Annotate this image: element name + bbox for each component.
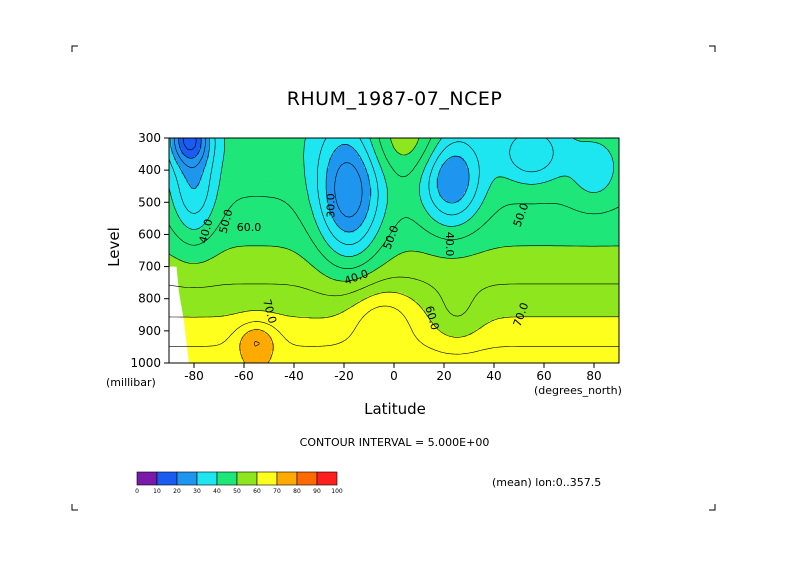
chart-stage: 40.0 50.0 60.0 70.0 30.0 40.0 50.0 60.0 40.0 50.0… bbox=[0, 0, 789, 558]
chart-svg: 40.0 50.0 60.070.030.040.050.060.040.050.0… bbox=[0, 0, 789, 558]
